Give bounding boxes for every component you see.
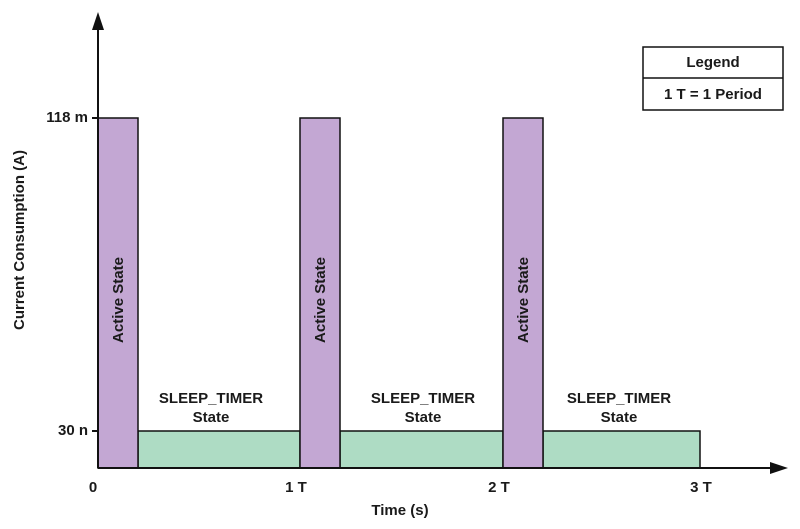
- sleep-label: SLEEP_TIMER: [371, 390, 475, 407]
- active-label: Active State: [515, 257, 532, 343]
- active-block: [502, 117, 544, 469]
- active-block: [97, 117, 139, 469]
- y-axis-title: Current Consumption (A): [11, 150, 28, 330]
- x-tick-label: 0: [89, 479, 97, 496]
- x-tick-label: 3 T: [690, 479, 712, 496]
- y-axis-arrow: [92, 12, 104, 30]
- sleep-label: State: [193, 409, 230, 426]
- active-label: Active State: [110, 257, 127, 343]
- x-axis-title: Time (s): [371, 502, 428, 519]
- sleep-block: [339, 430, 504, 469]
- sleep-label: SLEEP_TIMER: [159, 390, 263, 407]
- sleep-label: SLEEP_TIMER: [567, 390, 671, 407]
- x-axis-arrow: [770, 462, 788, 474]
- y-tick-label: 118 m: [46, 109, 88, 126]
- active-block: [299, 117, 341, 469]
- legend-title: Legend: [686, 54, 739, 71]
- x-tick-label: 2 T: [488, 479, 510, 496]
- sleep-label: State: [601, 409, 638, 426]
- sleep-block: [137, 430, 301, 469]
- active-label: Active State: [312, 257, 329, 343]
- sleep-label: State: [405, 409, 442, 426]
- x-tick-label: 1 T: [285, 479, 307, 496]
- y-tick-label: 30 n: [58, 422, 88, 439]
- legend-entry: 1 T = 1 Period: [664, 86, 762, 103]
- sleep-block: [542, 430, 701, 469]
